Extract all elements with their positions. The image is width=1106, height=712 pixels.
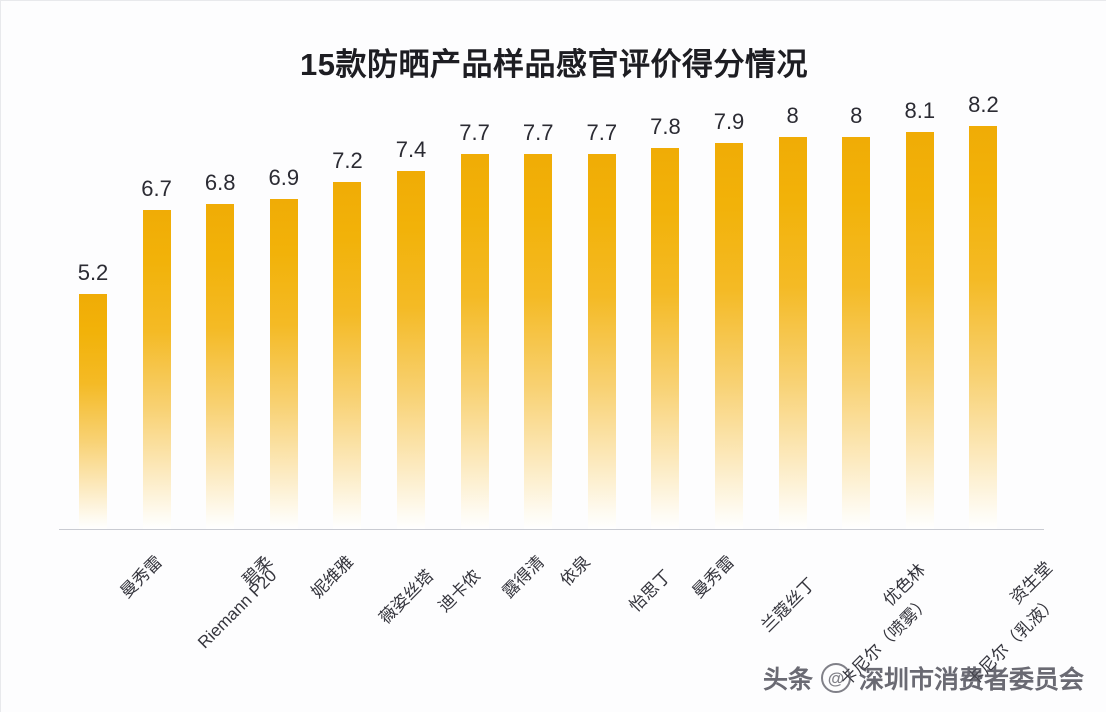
bar-value-label: 7.7 <box>522 120 554 146</box>
bar-value-label: 7.8 <box>650 114 681 140</box>
watermark-account: 深圳市消费者委员会 <box>858 666 1084 694</box>
x-axis-tick-label: 曼秀雷 <box>116 552 167 602</box>
bar[interactable] <box>269 198 298 529</box>
bar[interactable] <box>79 293 107 529</box>
bar-value-label: 8.2 <box>968 92 999 118</box>
bar-value-label: 7.7 <box>459 120 490 146</box>
x-axis-tick-label: 薇姿丝塔 <box>376 566 438 628</box>
x-axis-line <box>59 529 1044 530</box>
x-axis-tick-label: 迪卡侬 <box>434 566 485 616</box>
bar[interactable] <box>905 131 934 529</box>
bar-value-label: 6.8 <box>204 170 236 196</box>
bar-value-label: 8 <box>786 103 799 129</box>
bar-value-label: 8.1 <box>904 97 936 123</box>
bar[interactable] <box>778 137 807 529</box>
bar[interactable] <box>969 126 998 529</box>
bar[interactable] <box>842 137 871 529</box>
watermark: 头条 @ 深圳市消费者委员会 <box>763 660 1084 696</box>
x-axis-tick-label: 依泉 <box>556 552 595 590</box>
at-icon: @ <box>820 663 851 693</box>
bar[interactable] <box>460 154 489 529</box>
x-axis-tick-label: 妮维雅 <box>307 552 357 602</box>
bar[interactable] <box>333 181 362 529</box>
x-axis-tick-label: 怡思丁 <box>625 566 675 616</box>
x-axis-tick-label: 曼秀雷 <box>689 552 739 602</box>
x-axis-tick-label: 兰蔻丝丁 <box>757 574 820 636</box>
bar[interactable] <box>524 154 553 529</box>
watermark-source: 头条 <box>762 666 813 694</box>
bar-value-label: 8 <box>850 103 863 129</box>
bar[interactable] <box>715 142 743 529</box>
bar[interactable] <box>651 148 680 529</box>
bar-value-label: 6.7 <box>141 175 172 201</box>
x-axis-tick-label: 露得清 <box>498 552 548 602</box>
bar[interactable] <box>142 209 171 529</box>
bar[interactable] <box>206 204 235 529</box>
bar[interactable] <box>397 170 425 529</box>
bar-value-label: 7.4 <box>395 136 427 162</box>
bar[interactable] <box>587 154 616 529</box>
bar-value-label: 6.9 <box>268 164 300 190</box>
x-axis-tick-label: Riemann P20 <box>193 565 280 653</box>
page-title: 15款防晒产品样品感官评价得分情况 <box>300 47 808 82</box>
bar-value-label: 7.2 <box>332 147 363 173</box>
bar-value-label: 7.9 <box>713 108 745 134</box>
bar-value-label: 5.2 <box>77 259 109 285</box>
bar-value-label: 7.7 <box>586 120 618 146</box>
